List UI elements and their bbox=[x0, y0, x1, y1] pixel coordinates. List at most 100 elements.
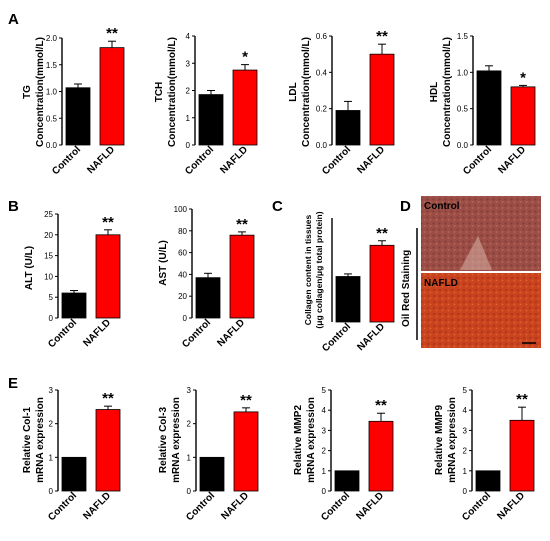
x-category-label: NAFLD bbox=[496, 144, 528, 176]
x-category-label: NAFLD bbox=[355, 321, 387, 353]
y-axis-label: AST (U/L) bbox=[158, 240, 169, 286]
bar-control bbox=[334, 470, 360, 492]
bar-nafld bbox=[95, 234, 121, 319]
y-axis-label: ALT (U/L) bbox=[24, 246, 35, 290]
y-tick-label: 40 bbox=[178, 270, 187, 279]
panel-letter-b: B bbox=[8, 198, 19, 215]
y-tick-label: 1 bbox=[49, 453, 54, 462]
bar-nafld bbox=[95, 409, 121, 492]
bar-control bbox=[476, 70, 502, 146]
x-category-label: NAFLD bbox=[85, 144, 117, 176]
y-tick-label: 20 bbox=[178, 292, 187, 301]
x-category-label: NAFLD bbox=[219, 490, 251, 522]
y-tick-label: 20 bbox=[44, 231, 53, 240]
staining-image-control-vessel bbox=[460, 236, 492, 270]
bar-nafld bbox=[510, 86, 536, 146]
y-axis-label: Concentration(mmol/L) bbox=[35, 37, 46, 147]
y-tick-label: 5 bbox=[322, 386, 327, 395]
bar-nafld bbox=[369, 53, 395, 146]
bar-control bbox=[198, 94, 224, 146]
y-axis-title: LDL bbox=[288, 82, 299, 101]
y-tick-label: 1.5 bbox=[46, 61, 58, 70]
staining-side-label: Oil Red Staining bbox=[401, 250, 412, 327]
chart-1: 0.00.51.01.52.0TG Concentration(mmol/L)Co… bbox=[22, 25, 125, 177]
y-tick-label: 1.0 bbox=[46, 88, 58, 97]
x-category-label: NAFLD bbox=[215, 317, 247, 349]
y-axis-title: HDL bbox=[429, 82, 440, 103]
x-category-label: NAFLD bbox=[495, 490, 527, 522]
y-axis-label: Relative Col-1 bbox=[22, 406, 33, 473]
bar-nafld bbox=[232, 69, 258, 146]
y-tick-label: 2.0 bbox=[46, 34, 58, 43]
y-tick-label: 5 bbox=[49, 293, 54, 302]
x-category-label: NAFLD bbox=[81, 490, 113, 522]
panel-letter-a: A bbox=[8, 11, 19, 28]
y-tick-label: 4 bbox=[463, 406, 468, 415]
y-tick-label: 0 bbox=[49, 487, 54, 496]
y-tick-label: 1.5 bbox=[457, 32, 469, 41]
bar-nafld bbox=[368, 420, 394, 492]
y-tick-label: 0.6 bbox=[316, 32, 328, 41]
significance-marker: ** bbox=[102, 214, 114, 231]
panel-letter-c: C bbox=[272, 198, 283, 215]
staining-image-control-label: Control bbox=[424, 201, 460, 212]
y-tick-label: 1 bbox=[322, 467, 327, 476]
bar-control bbox=[61, 456, 87, 492]
y-tick-label: 3 bbox=[463, 426, 468, 435]
y-tick-label: 1 bbox=[463, 467, 468, 476]
significance-marker: ** bbox=[376, 28, 388, 45]
y-axis-label: Concentration(mmol/L) bbox=[301, 37, 312, 147]
y-axis-label-line2: mRNA expression bbox=[306, 397, 317, 483]
y-tick-label: 0 bbox=[49, 314, 54, 323]
y-axis-label-line2: mRNA expression bbox=[171, 397, 182, 483]
x-category-label: NAFLD bbox=[81, 317, 113, 349]
significance-marker: * bbox=[242, 49, 248, 66]
x-category-label: Control bbox=[320, 321, 353, 354]
y-tick-label: 2 bbox=[463, 447, 468, 456]
y-tick-label: 0.4 bbox=[316, 68, 328, 77]
y-axis-label: Collagen content in tissues bbox=[303, 214, 313, 325]
y-tick-label: 0.2 bbox=[316, 105, 328, 114]
significance-marker: ** bbox=[516, 391, 528, 408]
panel-letter-e: E bbox=[8, 375, 18, 392]
panel-letter-d: D bbox=[400, 198, 411, 215]
y-tick-label: 0 bbox=[187, 487, 192, 496]
y-tick-label: 0 bbox=[183, 314, 188, 323]
bar-nafld bbox=[229, 234, 255, 319]
bar-nafld bbox=[509, 419, 535, 492]
bar-control bbox=[65, 87, 91, 146]
y-tick-label: 100 bbox=[174, 205, 188, 214]
y-axis-label: Concentration(mmol/L) bbox=[167, 37, 178, 147]
y-axis-label-line2: mRNA expression bbox=[35, 397, 46, 483]
y-tick-label: 1.0 bbox=[457, 68, 469, 77]
y-tick-label: 80 bbox=[178, 227, 187, 236]
y-tick-label: 5 bbox=[463, 386, 468, 395]
significance-marker: ** bbox=[236, 216, 248, 233]
staining-panel: Control NAFLD Oil Red Staining bbox=[401, 196, 541, 348]
y-tick-label: 3 bbox=[322, 426, 327, 435]
y-tick-label: 4 bbox=[186, 32, 191, 41]
y-tick-label: 0.0 bbox=[316, 141, 328, 150]
y-tick-label: 25 bbox=[44, 210, 53, 219]
x-category-label: NAFLD bbox=[355, 144, 387, 176]
x-category-label: NAFLD bbox=[354, 490, 386, 522]
significance-marker: ** bbox=[102, 390, 114, 407]
y-axis-label-line2: (μg collagen/μg total protein) bbox=[314, 211, 324, 328]
y-tick-label: 0.5 bbox=[46, 114, 58, 123]
bar-control bbox=[61, 292, 87, 319]
bar-nafld bbox=[369, 244, 395, 323]
significance-marker: ** bbox=[375, 397, 387, 414]
significance-marker: ** bbox=[106, 25, 118, 42]
y-tick-label: 3 bbox=[49, 386, 54, 395]
y-axis-title: TG bbox=[22, 85, 33, 99]
y-tick-label: 0.0 bbox=[46, 141, 58, 150]
y-tick-label: 0 bbox=[186, 141, 191, 150]
y-tick-label: 3 bbox=[187, 386, 192, 395]
y-tick-label: 0 bbox=[463, 487, 468, 496]
